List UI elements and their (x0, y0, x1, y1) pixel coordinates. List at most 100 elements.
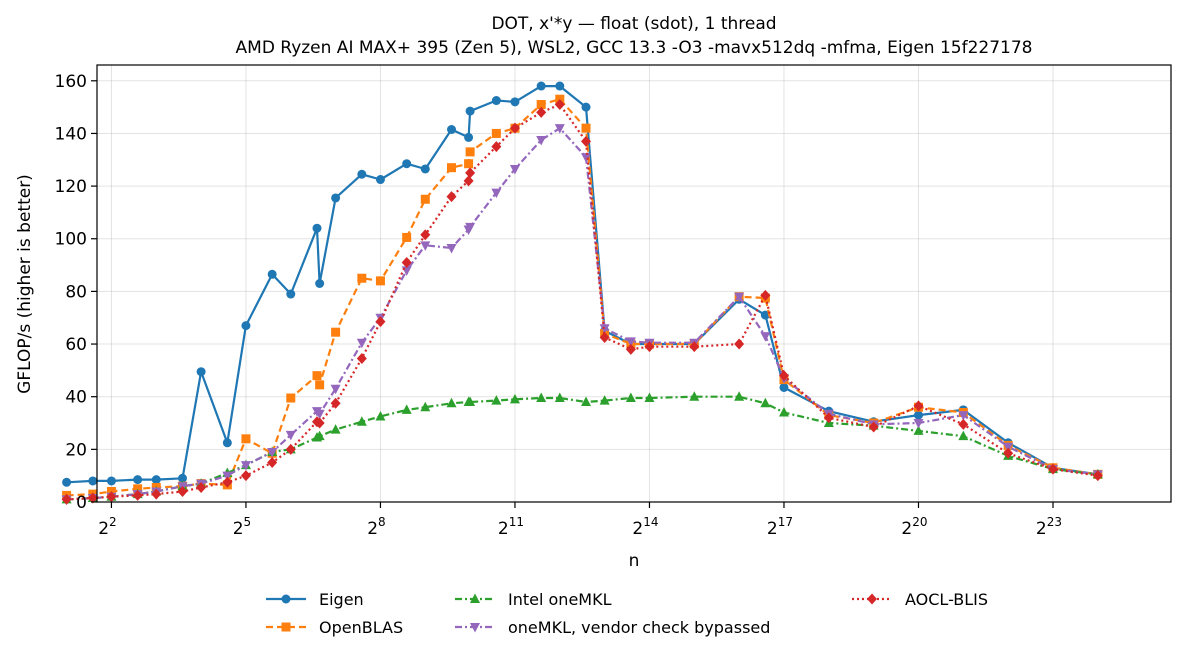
data-point (375, 410, 386, 421)
data-point (554, 98, 565, 110)
data-point (315, 380, 325, 390)
data-point (760, 289, 771, 301)
data-point (1092, 470, 1103, 482)
data-point (491, 96, 501, 106)
data-point (536, 99, 546, 109)
data-point (401, 256, 412, 268)
data-point (151, 488, 162, 500)
data-point (312, 371, 322, 381)
y-axis-label: GFLOP/s (higher is better) (15, 174, 35, 394)
legend-item: AOCL-BLIS (852, 590, 988, 609)
data-point (222, 476, 233, 488)
x-tick-label: 214 (632, 515, 658, 539)
data-point (196, 482, 207, 494)
data-point (491, 141, 502, 153)
data-point (599, 331, 610, 343)
data-point (554, 124, 565, 134)
x-tick-label: 211 (498, 515, 524, 539)
data-point (241, 434, 251, 444)
data-point (177, 473, 187, 483)
series-1 (62, 94, 1103, 500)
data-point (285, 430, 296, 441)
y-tick-label: 80 (65, 282, 87, 302)
data-point (581, 135, 592, 147)
series-line (66, 98, 1098, 497)
legend-label: oneMKL, vendor check bypassed (508, 618, 770, 637)
data-point (222, 438, 232, 448)
series-4 (61, 98, 1103, 505)
data-point (465, 106, 475, 116)
data-point (356, 353, 367, 365)
data-point (510, 97, 520, 107)
data-point (402, 232, 412, 242)
data-point (177, 485, 188, 497)
legend-item: Intel oneMKL (455, 590, 612, 609)
data-point (420, 194, 430, 204)
legend-marker (867, 593, 877, 605)
legend-item: oneMKL, vendor check bypassed (455, 618, 770, 637)
data-point (465, 147, 475, 157)
data-point (913, 425, 924, 435)
y-tick-label: 140 (55, 124, 87, 144)
data-point (778, 370, 789, 382)
data-point (509, 393, 520, 404)
data-point (222, 471, 233, 482)
data-point (330, 384, 341, 395)
data-point (491, 395, 502, 405)
x-axis-label: n (629, 551, 640, 571)
data-point (133, 475, 143, 485)
data-point (286, 289, 296, 299)
data-point (644, 392, 655, 403)
data-point (509, 164, 520, 175)
y-tick-label: 160 (55, 72, 87, 92)
legend-marker (470, 623, 480, 633)
series-line (66, 103, 1098, 501)
data-point (465, 222, 476, 233)
x-tick-label: 22 (98, 515, 116, 539)
data-point (536, 106, 547, 118)
legend-item: Eigen (266, 590, 364, 609)
data-point (420, 401, 431, 412)
data-point (314, 409, 325, 420)
data-point (420, 229, 431, 241)
series-line (66, 127, 1098, 501)
data-point (446, 191, 457, 203)
data-point (465, 167, 476, 179)
data-point (401, 404, 412, 414)
series-line (66, 84, 1098, 484)
data-point (734, 391, 745, 401)
data-point (312, 223, 322, 233)
data-point (402, 159, 412, 169)
data-point (599, 395, 610, 405)
data-point (599, 324, 610, 334)
data-point (375, 316, 386, 328)
data-point (241, 321, 251, 331)
data-point (331, 193, 341, 203)
data-point (267, 447, 278, 458)
data-point (958, 418, 969, 430)
data-point (958, 430, 969, 441)
data-point (356, 338, 367, 349)
data-point (734, 338, 745, 350)
data-point (240, 470, 251, 482)
data-point (196, 367, 206, 377)
data-point (1047, 463, 1058, 475)
x-tick-label: 220 (901, 515, 927, 539)
data-point (625, 392, 636, 403)
data-point (62, 477, 72, 487)
plot-frame (96, 64, 1172, 503)
data-point (913, 400, 924, 412)
data-point (331, 327, 341, 337)
data-point (778, 406, 789, 417)
data-point (760, 310, 770, 320)
data-point (760, 332, 771, 342)
data-point (823, 412, 834, 424)
data-point (315, 279, 325, 288)
data-point (447, 124, 457, 134)
data-point (509, 122, 520, 134)
data-point (420, 241, 431, 251)
data-point (446, 243, 457, 254)
data-point (87, 492, 98, 504)
